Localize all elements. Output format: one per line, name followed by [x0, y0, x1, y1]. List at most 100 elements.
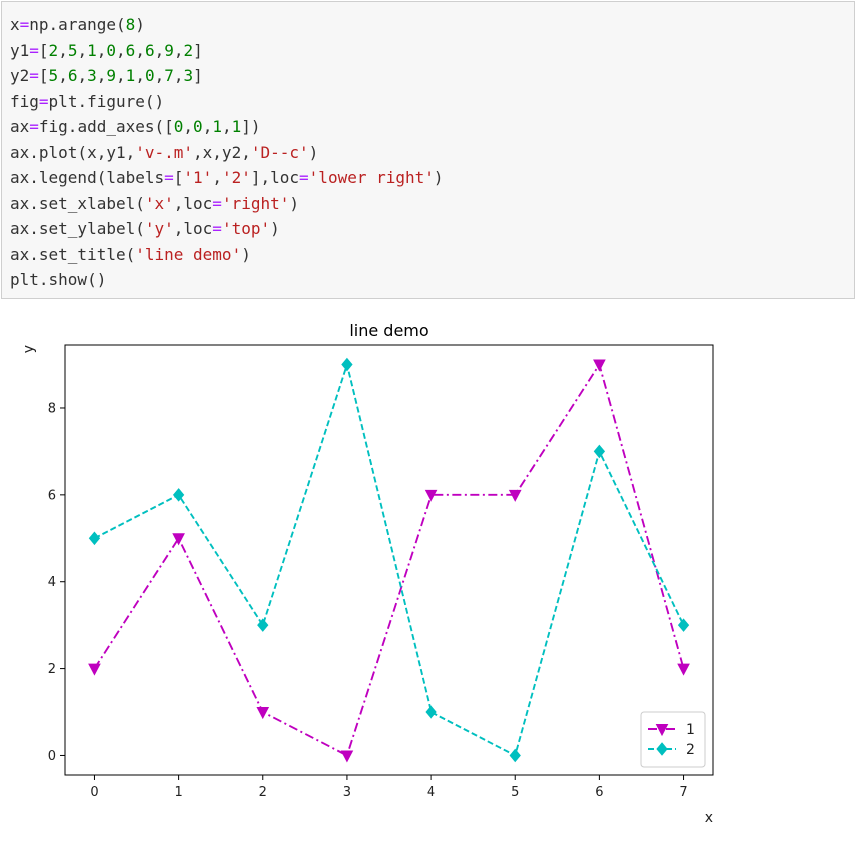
- legend-marker: [655, 724, 669, 737]
- code-token: ,loc: [173, 193, 213, 213]
- code-token: 5: [48, 66, 59, 85]
- code-token: ,: [58, 66, 68, 85]
- code-token: 0: [144, 66, 155, 85]
- plot-frame: [64, 344, 714, 776]
- code-token: 3: [183, 66, 194, 85]
- code-token: ,: [221, 117, 232, 136]
- x-axis-label: x: [705, 810, 713, 826]
- y-tick-label: 6: [48, 488, 56, 503]
- code-token: 2: [48, 40, 59, 60]
- code-token: fig: [10, 91, 39, 111]
- series-1-point: [424, 489, 438, 502]
- series-2-point: [257, 618, 269, 632]
- series-1-point: [677, 663, 690, 676]
- series-1-line: [93, 362, 685, 757]
- code-token: ]: [193, 66, 203, 85]
- code-token: y1: [10, 40, 30, 60]
- code-token: y2: [10, 66, 30, 85]
- code-token: ],loc: [250, 168, 300, 187]
- series-2-point: [88, 531, 101, 546]
- series-2-line: [94, 361, 685, 757]
- series-2-point: [425, 705, 437, 719]
- x-tick-label: 0: [90, 785, 98, 800]
- code-token: ,: [183, 117, 194, 136]
- series-1-point: [172, 533, 185, 546]
- code-token: ,: [77, 66, 88, 85]
- y-tick-label: 2: [48, 662, 56, 677]
- code-cell[interactable]: x=np.arange(8) y1=[2,5,1,0,6,6,9,2] y2=[5,…: [1, 1, 855, 299]
- line-chart: line demo 0 1 2 3 4 5 6 7 0 2 4 6 8 x y 1 2: [21, 321, 714, 826]
- code-token: 0: [193, 117, 203, 136]
- series-1-point: [88, 663, 101, 676]
- series-2-point: [593, 444, 606, 459]
- code-token: ax.set_ylabel(: [10, 219, 145, 238]
- code-token: x: [10, 15, 20, 34]
- x-tick-label: 4: [427, 785, 435, 800]
- series-1-point: [593, 359, 606, 372]
- series-2-point: [341, 357, 353, 372]
- code-token: 'v-.m': [135, 142, 194, 162]
- series-2-point: [677, 618, 690, 632]
- code-token: [: [38, 40, 49, 60]
- series-1-point: [340, 750, 354, 763]
- code-token: ax.plot(x,y1,: [10, 142, 136, 162]
- code-token: 6: [125, 40, 136, 60]
- code-token: ax.set_xlabel(: [10, 193, 145, 213]
- code-token: ax.set_title(: [10, 244, 136, 264]
- code-editor[interactable]: x=np.arange(8) y1=[2,5,1,0,6,6,9,2] y2=[5,…: [10, 12, 444, 293]
- code-token: 9: [106, 66, 117, 85]
- code-token: 0: [106, 40, 117, 60]
- code-token: ,: [58, 40, 68, 60]
- y-tick-label: 4: [48, 575, 56, 590]
- code-token: =: [164, 168, 174, 187]
- series-2-point: [509, 748, 521, 763]
- y-tick-label: 8: [48, 401, 56, 416]
- code-token: ): [289, 193, 300, 213]
- code-token: 'top': [221, 219, 271, 238]
- y-tick-label: 0: [48, 749, 56, 764]
- code-token: ,: [173, 40, 184, 60]
- code-token: plt.show(): [10, 270, 107, 289]
- code-token: 7: [164, 66, 174, 85]
- code-token: ,: [154, 40, 165, 60]
- code-token: 6: [144, 40, 155, 60]
- code-token: ax: [10, 117, 30, 136]
- code-token: ,: [154, 66, 165, 85]
- code-line: y1=[2,5,1,0,6,6,9,2]: [10, 38, 444, 64]
- code-token: '2': [221, 168, 251, 187]
- code-token: ,: [116, 40, 126, 60]
- code-token: =: [212, 219, 222, 238]
- code-line: ax.legend(labels=['1','2'],loc='lower ri…: [10, 165, 444, 191]
- code-token: 3: [87, 66, 97, 85]
- code-token: 'y': [144, 219, 174, 238]
- code-token: 'lower right': [308, 168, 434, 187]
- code-token: ): [433, 168, 444, 187]
- code-token: ]): [241, 117, 261, 136]
- series-1-point: [256, 707, 270, 720]
- code-token: ,: [135, 40, 145, 60]
- code-line: ax.set_title('line demo'): [10, 242, 444, 268]
- chart-title: line demo: [349, 321, 428, 340]
- code-token: =: [38, 91, 49, 111]
- legend-label: 2: [686, 742, 695, 758]
- code-token: 'right': [221, 193, 290, 213]
- code-token: ,loc: [173, 219, 213, 238]
- code-token: ax.legend(labels: [10, 168, 165, 187]
- code-token: np.arange(: [29, 15, 126, 34]
- code-token: 1: [87, 40, 97, 60]
- code-token: ): [270, 219, 280, 238]
- code-token: ,: [77, 40, 88, 60]
- legend-label: 1: [686, 722, 695, 738]
- code-line: fig=plt.figure(): [10, 89, 444, 115]
- code-token: ,: [116, 66, 126, 85]
- series-2-point: [172, 488, 185, 502]
- code-token: =: [29, 66, 39, 85]
- code-token: ): [135, 15, 145, 34]
- code-token: [: [38, 66, 49, 85]
- x-tick-label: 7: [679, 785, 687, 800]
- code-token: 9: [164, 40, 174, 60]
- code-token: 1: [125, 66, 136, 85]
- code-token: ): [308, 142, 319, 162]
- code-line: ax.set_xlabel('x',loc='right'): [10, 191, 444, 217]
- series-1-point: [508, 489, 522, 502]
